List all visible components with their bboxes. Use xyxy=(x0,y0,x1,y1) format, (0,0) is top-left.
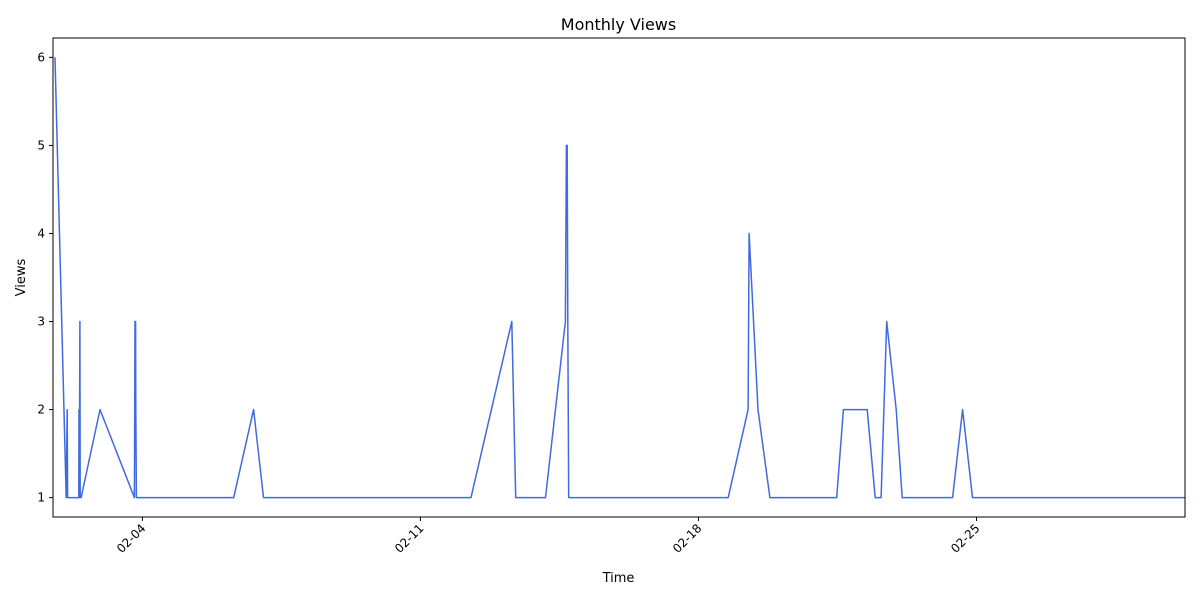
y-tick-label: 3 xyxy=(37,315,45,329)
y-tick-label: 5 xyxy=(37,138,45,152)
axes-frame xyxy=(52,37,1186,518)
x-axis-label: Time xyxy=(602,571,635,586)
y-axis-label: Views xyxy=(14,258,29,296)
y-tick-label: 2 xyxy=(37,403,45,417)
y-axis: 1 2 3 4 5 6 xyxy=(37,50,53,505)
y-tick-label: 6 xyxy=(37,50,45,64)
chart-title: Monthly Views xyxy=(561,15,676,34)
series-line-views xyxy=(54,57,1185,499)
y-tick-label: 4 xyxy=(37,226,45,240)
y-tick-label: 1 xyxy=(37,491,45,505)
plot-area xyxy=(52,37,1186,518)
